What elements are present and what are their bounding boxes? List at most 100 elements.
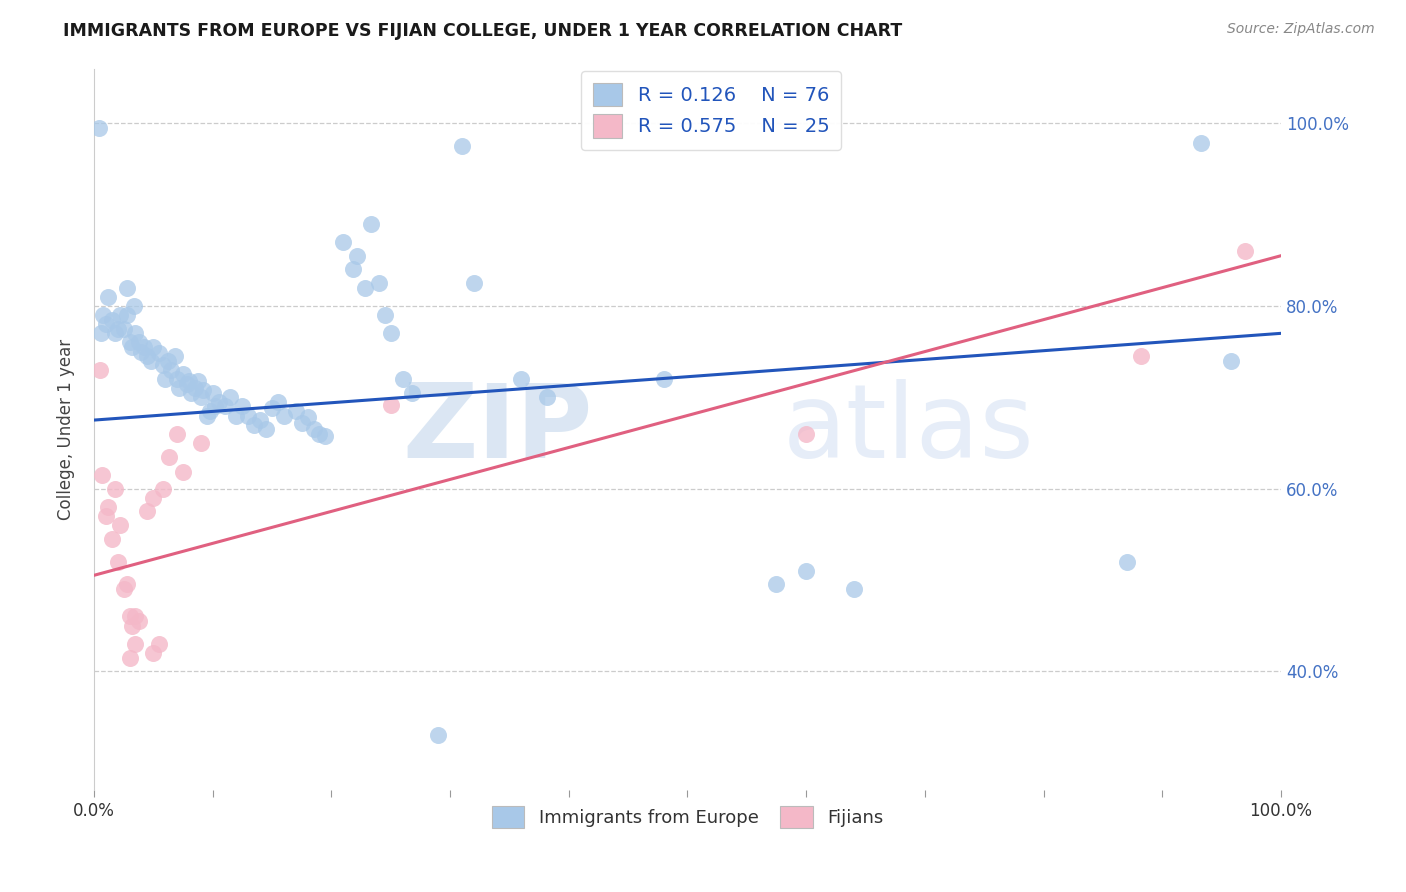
Point <box>332 235 354 249</box>
Point <box>243 417 266 432</box>
Point <box>163 349 186 363</box>
Point <box>97 290 120 304</box>
Point <box>142 340 165 354</box>
Point <box>794 564 817 578</box>
Point <box>219 390 242 404</box>
Point <box>184 381 207 395</box>
Point <box>156 353 179 368</box>
Point <box>291 416 314 430</box>
Point <box>380 326 402 341</box>
Text: ZIP: ZIP <box>402 379 592 480</box>
Point <box>267 394 290 409</box>
Point <box>93 308 115 322</box>
Point <box>108 308 131 322</box>
Point <box>353 281 375 295</box>
Point <box>148 346 170 360</box>
Point <box>112 582 135 596</box>
Point <box>249 413 271 427</box>
Text: IMMIGRANTS FROM EUROPE VS FIJIAN COLLEGE, UNDER 1 YEAR CORRELATION CHART: IMMIGRANTS FROM EUROPE VS FIJIAN COLLEGE… <box>63 22 903 40</box>
Point <box>107 555 129 569</box>
Point <box>100 532 122 546</box>
Point <box>176 376 198 391</box>
Point <box>132 340 155 354</box>
Point <box>91 467 114 482</box>
Point <box>172 465 194 479</box>
Point <box>273 409 295 423</box>
Point <box>297 410 319 425</box>
Text: Source: ZipAtlas.com: Source: ZipAtlas.com <box>1227 22 1375 37</box>
Point <box>346 249 368 263</box>
Point <box>842 582 865 596</box>
Point <box>190 436 212 450</box>
Point <box>308 426 330 441</box>
Point <box>652 372 675 386</box>
Point <box>302 422 325 436</box>
Point <box>794 426 817 441</box>
Point <box>115 308 138 322</box>
Point <box>1115 555 1137 569</box>
Point <box>427 728 450 742</box>
Point <box>166 426 188 441</box>
Point <box>124 299 146 313</box>
Point <box>118 609 141 624</box>
Point <box>118 335 141 350</box>
Point <box>169 381 191 395</box>
Point <box>148 637 170 651</box>
Point <box>451 139 474 153</box>
Point <box>139 353 162 368</box>
Point <box>166 372 188 386</box>
Point <box>104 326 127 341</box>
Point <box>142 646 165 660</box>
Point <box>238 409 260 423</box>
Point <box>380 398 402 412</box>
Point <box>225 409 247 423</box>
Point <box>510 372 533 386</box>
Y-axis label: College, Under 1 year: College, Under 1 year <box>58 339 75 520</box>
Point <box>284 404 307 418</box>
Point <box>207 394 229 409</box>
Point <box>200 404 222 418</box>
Point <box>1220 353 1243 368</box>
Point <box>121 618 143 632</box>
Point <box>260 401 283 416</box>
Point <box>180 385 202 400</box>
Point <box>342 262 364 277</box>
Point <box>87 120 110 135</box>
Point <box>104 482 127 496</box>
Point <box>94 508 117 523</box>
Point <box>152 482 174 496</box>
Point <box>254 422 277 436</box>
Point <box>195 409 218 423</box>
Point <box>89 363 111 377</box>
Point <box>136 504 159 518</box>
Point <box>115 577 138 591</box>
Point <box>124 609 146 624</box>
Point <box>90 326 112 341</box>
Point <box>124 326 146 341</box>
Point <box>112 322 135 336</box>
Point <box>1129 349 1152 363</box>
Point <box>107 322 129 336</box>
Point <box>128 335 150 350</box>
Point <box>1191 136 1213 151</box>
Point <box>463 276 485 290</box>
Point <box>97 500 120 514</box>
Point <box>765 577 787 591</box>
Point <box>121 340 143 354</box>
Point <box>374 308 396 322</box>
Point <box>108 518 131 533</box>
Text: atlas: atlas <box>782 379 1035 480</box>
Point <box>401 385 423 400</box>
Point <box>157 450 180 464</box>
Point <box>314 428 336 442</box>
Point <box>204 400 226 414</box>
Point <box>131 344 153 359</box>
Point <box>172 368 194 382</box>
Point <box>152 359 174 373</box>
Point <box>360 217 382 231</box>
Point <box>231 400 253 414</box>
Point <box>1234 244 1257 259</box>
Point <box>367 276 389 290</box>
Point <box>142 491 165 505</box>
Point <box>191 383 214 397</box>
